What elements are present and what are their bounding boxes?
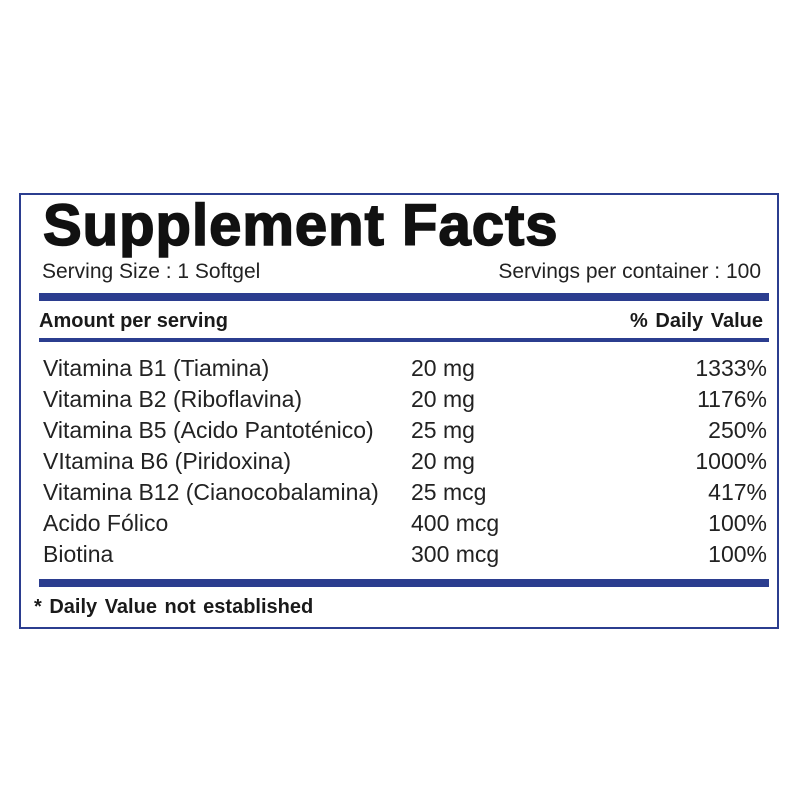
nutrient-name: Vitamina B2 (Riboflavina) [43,386,303,412]
nutrient-row: Acido Fólico 400 mcg 100% [21,508,777,539]
nutrient-row: Biotina 300 mcg 100% [21,539,777,570]
nutrient-daily-value: 1333% [695,355,767,381]
nutrient-row: Vitamina B1 (Tiamina) 20 mg 1333% [21,353,777,384]
daily-value-header: % Daily Value [630,310,763,332]
divider-top [39,293,769,301]
nutrient-daily-value: 250% [708,417,767,443]
supplement-facts-panel: Supplement Facts Serving Size : 1 Softge… [19,193,779,629]
nutrient-name: Acido Fólico [43,510,169,536]
nutrient-row: Vitamina B5 (Acido Pantoténico) 25 mg 25… [21,415,777,446]
nutrient-name: Biotina [43,541,114,567]
nutrient-amount: 20 mg [411,355,475,381]
nutrient-list: Vitamina B1 (Tiamina) 20 mg 1333% Vitami… [21,353,777,570]
amount-per-serving-header: Amount per serving [39,310,228,332]
nutrient-amount: 400 mcg [411,510,500,536]
nutrient-amount: 25 mcg [411,479,487,505]
nutrient-row: VItamina B6 (Piridoxina) 20 mg 1000% [21,446,777,477]
divider-bottom [39,579,769,587]
serving-size: Serving Size : 1 Softgel [42,260,261,283]
panel-title: Supplement Facts [42,193,559,258]
nutrient-daily-value: 100% [708,510,767,536]
nutrient-name: Vitamina B1 (Tiamina) [43,355,270,381]
nutrient-row: Vitamina B2 (Riboflavina) 20 mg 1176% [21,384,777,415]
divider-header [39,338,769,342]
footnote: * Daily Value not established [34,596,314,618]
nutrient-name: VItamina B6 (Piridoxina) [43,448,291,474]
nutrient-amount: 20 mg [411,386,475,412]
nutrient-daily-value: 1000% [695,448,767,474]
nutrient-amount: 25 mg [411,417,475,443]
nutrient-row: Vitamina B12 (Cianocobalamina) 25 mcg 41… [21,477,777,508]
nutrient-amount: 300 mcg [411,541,500,567]
nutrient-name: Vitamina B5 (Acido Pantoténico) [43,417,374,443]
nutrient-amount: 20 mg [411,448,475,474]
nutrient-daily-value: 100% [708,541,767,567]
nutrient-daily-value: 1176% [697,386,767,412]
nutrient-name: Vitamina B12 (Cianocobalamina) [43,479,379,505]
servings-per-container: Servings per container : 100 [498,260,761,283]
nutrient-daily-value: 417% [708,479,767,505]
